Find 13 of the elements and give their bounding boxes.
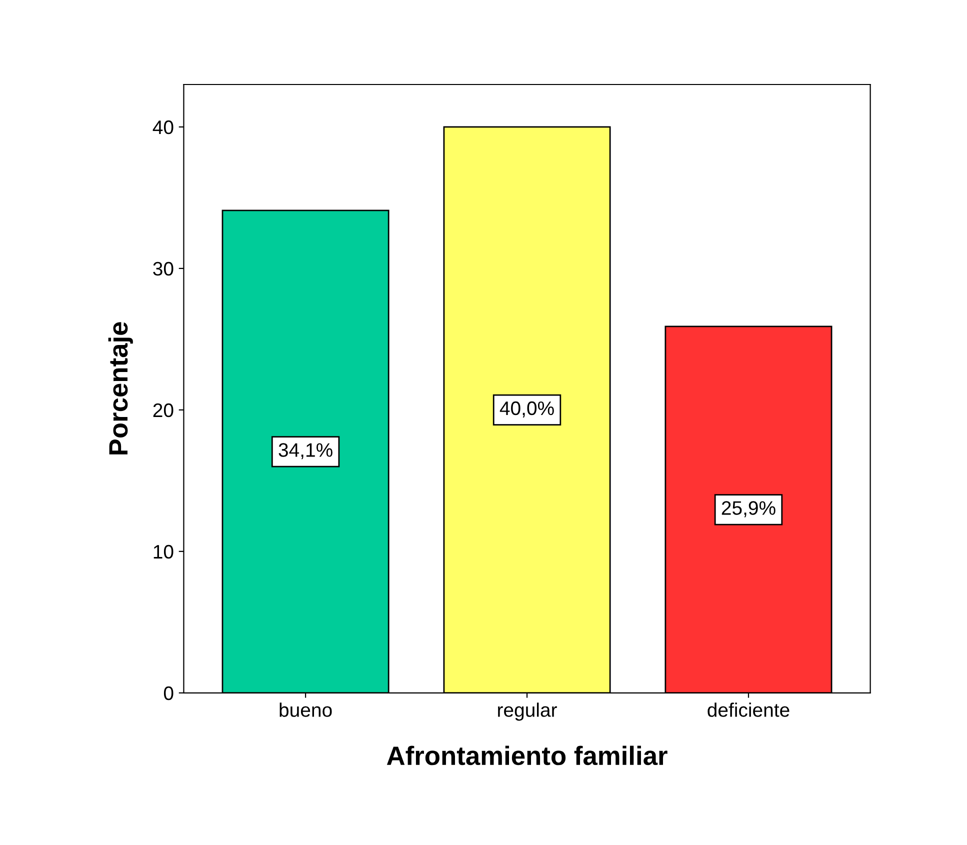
data-label: 25,9%: [722, 501, 776, 518]
x-tick-label: bueno: [280, 702, 332, 717]
y-tick-label: 0: [164, 686, 174, 700]
y-tick-label: 20: [153, 403, 174, 418]
x-tick-label: regular: [498, 702, 557, 721]
y-tick-label: 40: [152, 120, 174, 134]
data-label: 40,0%: [500, 401, 554, 418]
x-axis-title: Afrontamiento familiar: [386, 746, 668, 766]
x-tick-label: deficiente: [708, 702, 790, 717]
y-axis-title: Porcentaje: [108, 322, 133, 454]
y-tick-label: 30: [153, 262, 174, 276]
y-tick-label: 10: [154, 544, 174, 559]
data-label: 34,1%: [278, 443, 332, 460]
